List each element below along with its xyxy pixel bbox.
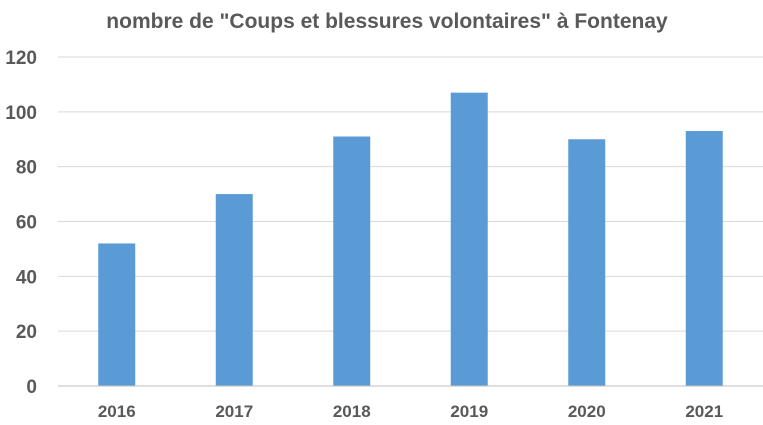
y-tick-label: 0: [26, 377, 37, 398]
y-tick-label: 80: [16, 158, 37, 179]
x-tick-label: 2017: [215, 402, 253, 421]
bar-2019: [450, 92, 488, 387]
x-tick-label: 2016: [98, 402, 136, 421]
y-tick-label: 20: [16, 322, 37, 343]
y-tick-label: 120: [5, 48, 37, 69]
bar-2017: [215, 194, 253, 386]
bar-2020: [568, 139, 606, 386]
x-tick-label: 2019: [450, 402, 488, 421]
bar-2021: [685, 131, 723, 386]
gridlines: [58, 56, 763, 332]
bar-2018: [333, 136, 371, 386]
chart-title: nombre de "Coups et blessures volontaire…: [106, 10, 668, 33]
bars: [98, 92, 723, 387]
y-tick-label: 40: [16, 267, 37, 288]
y-tick-label: 100: [5, 103, 37, 124]
y-axis-ticks: 0 20 40 60 80 100 120: [5, 48, 37, 398]
bar-2016: [98, 243, 136, 386]
x-tick-label: 2021: [685, 402, 723, 421]
x-axis-ticks: 2016 2017 2018 2019 2020 2021: [98, 402, 723, 421]
y-tick-label: 60: [16, 213, 37, 234]
x-tick-label: 2020: [568, 402, 606, 421]
x-tick-label: 2018: [333, 402, 371, 421]
